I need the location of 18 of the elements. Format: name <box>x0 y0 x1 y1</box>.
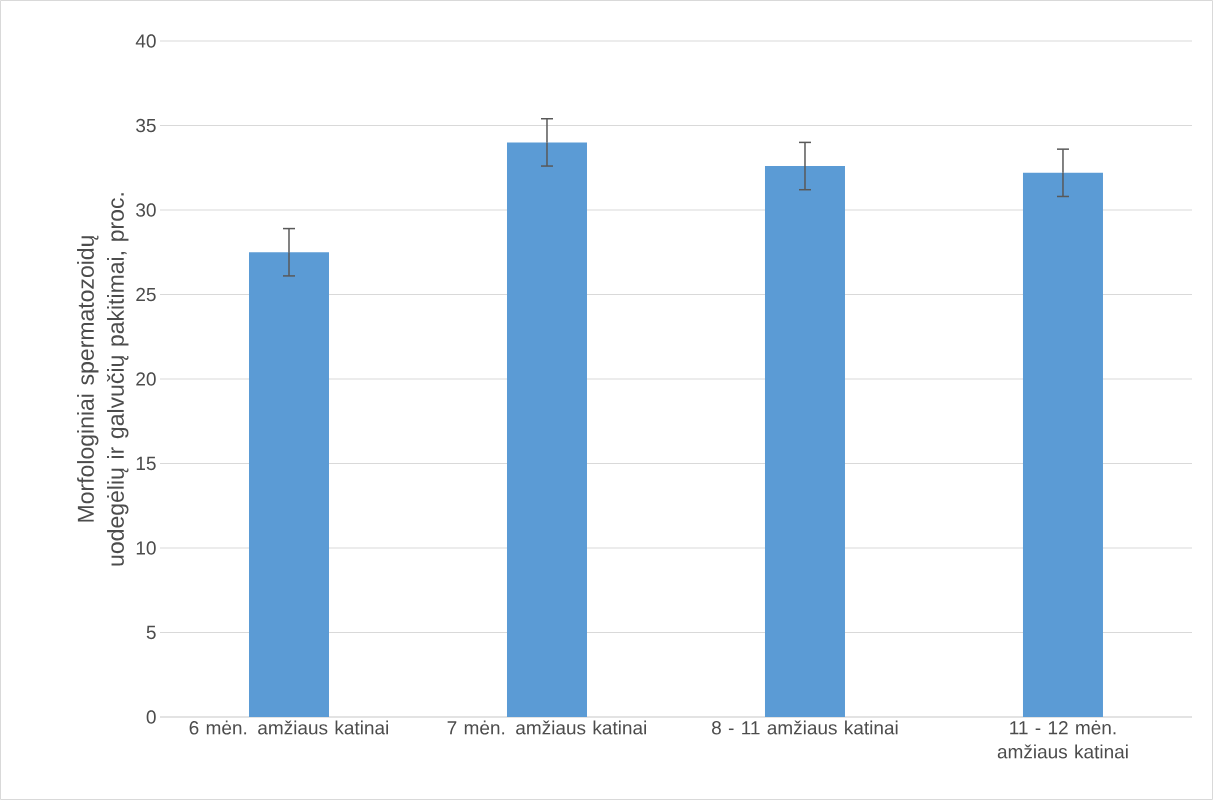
y-tick-label: 15 <box>136 456 156 471</box>
y-tick-label: 10 <box>136 541 156 555</box>
y-tick-label: 0 <box>146 710 156 724</box>
x-tick-label: 11 - 12 mėn. amžiaus katinai <box>997 720 1128 759</box>
y-tick-label: 40 <box>135 34 156 48</box>
y-tick-label: 35 <box>136 118 156 133</box>
bar <box>249 252 329 717</box>
y-tick-label: 20 <box>136 372 156 386</box>
x-tick-label: 8 - 11 amžiaus katinai <box>712 720 898 735</box>
x-tick-label: 6 mėn. amžiaus katinai <box>189 720 388 735</box>
x-tick-label: 7 mėn. amžiaus katinai <box>447 720 646 735</box>
y-axis-title: Morfologiniai spermatozoidų uodegėlių ir galvučių pakitimai, proc. <box>77 193 129 566</box>
bar <box>1022 172 1103 717</box>
y-tick-label: 5 <box>146 625 156 640</box>
bar <box>506 142 587 717</box>
y-tick-label: 30 <box>136 203 156 217</box>
bar <box>764 166 845 717</box>
y-tick-label: 25 <box>136 287 156 302</box>
